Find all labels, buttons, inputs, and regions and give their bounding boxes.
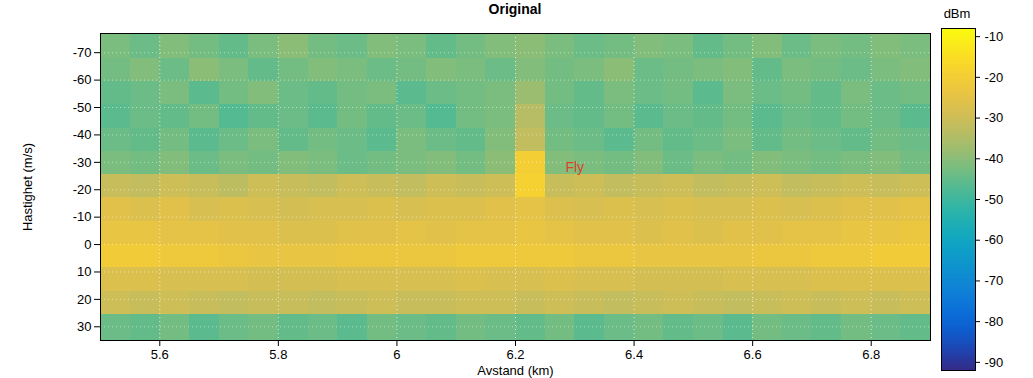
svg-text:6.2: 6.2: [506, 347, 524, 362]
svg-text:6: 6: [393, 347, 400, 362]
svg-text:-10: -10: [73, 209, 92, 224]
svg-text:-50: -50: [985, 192, 1004, 207]
svg-text:-70: -70: [73, 45, 92, 60]
svg-text:-60: -60: [985, 232, 1004, 247]
svg-text:-20: -20: [73, 182, 92, 197]
svg-text:30: 30: [77, 319, 91, 334]
svg-text:-80: -80: [985, 314, 1004, 329]
svg-text:0: 0: [84, 237, 91, 252]
svg-text:-90: -90: [985, 355, 1004, 370]
svg-text:-50: -50: [73, 100, 92, 115]
html-text:Original: Original: [488, 1, 542, 17]
svg-text:20: 20: [77, 292, 91, 307]
svg-text:-60: -60: [73, 72, 92, 87]
svg-text:Avstand (km): Avstand (km): [477, 363, 553, 378]
svg-text:6.8: 6.8: [862, 347, 880, 362]
svg-text:6.4: 6.4: [625, 347, 643, 362]
svg-text:-40: -40: [985, 151, 1004, 166]
svg-text:Fly: Fly: [565, 159, 584, 175]
svg-text:5.8: 5.8: [269, 347, 287, 362]
html-text:dBm: dBm: [943, 6, 971, 21]
svg-text:-30: -30: [73, 154, 92, 169]
svg-text:6.6: 6.6: [744, 347, 762, 362]
svg-text:-20: -20: [985, 70, 1004, 85]
svg-text:-10: -10: [985, 29, 1004, 44]
svg-text:10: 10: [77, 264, 91, 279]
svg-text:-30: -30: [985, 110, 1004, 125]
svg-text:-40: -40: [73, 127, 92, 142]
svg-text:5.6: 5.6: [151, 347, 169, 362]
svg-text:Hastighet (m/s): Hastighet (m/s): [20, 143, 35, 231]
svg-text:-70: -70: [985, 273, 1004, 288]
